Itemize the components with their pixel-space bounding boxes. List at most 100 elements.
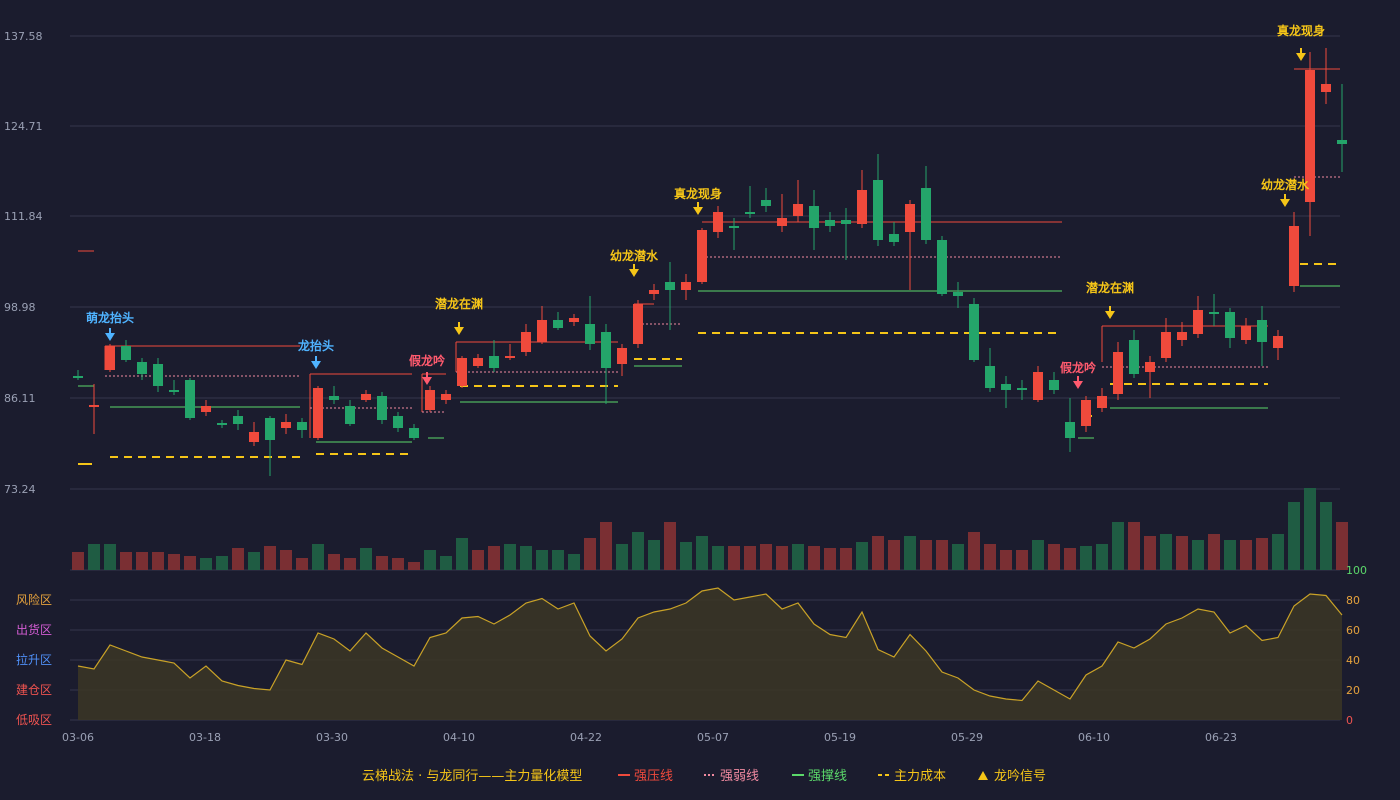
volume-bar	[280, 550, 292, 570]
volume-bar	[1208, 534, 1220, 570]
candle-body	[969, 304, 979, 360]
candle-body	[1209, 312, 1219, 314]
candle-body	[1097, 396, 1107, 408]
candle-body	[681, 282, 691, 290]
candle-body	[841, 220, 851, 224]
candle-body	[1145, 362, 1155, 372]
price-tick-label: 73.24	[4, 483, 36, 496]
volume-bar	[712, 546, 724, 570]
indicator-line	[77, 587, 1343, 702]
candle-body	[729, 226, 739, 228]
candle-body	[1241, 326, 1251, 340]
volume-bar	[1000, 550, 1012, 570]
candle-body	[265, 418, 275, 440]
signal-label: 潜龙在渊	[1086, 280, 1134, 295]
volume-bar	[488, 546, 500, 570]
indicator-area	[78, 588, 1342, 720]
x-tick-label: 06-23	[1205, 731, 1237, 744]
candle-body	[425, 390, 435, 410]
volume-bar	[1032, 540, 1044, 570]
candle-body	[1113, 352, 1123, 394]
volume-bar	[1048, 544, 1060, 570]
volume-bar	[72, 552, 84, 570]
signal-label: 假龙吟	[409, 353, 445, 368]
candle-body	[1065, 422, 1075, 438]
candle-body	[521, 332, 531, 352]
volume-bar	[1016, 550, 1028, 570]
candle-body	[185, 380, 195, 418]
candle-body	[601, 332, 611, 368]
volume-bar	[520, 546, 532, 570]
zone-label: 建仓区	[16, 683, 52, 697]
volume-bar	[408, 562, 420, 570]
candle-body	[665, 282, 675, 290]
volume-bar	[1128, 522, 1140, 570]
candle-body	[409, 428, 419, 438]
candle-body	[361, 394, 371, 400]
candle-body	[585, 324, 595, 344]
legend-label: 强撑线	[808, 769, 847, 784]
legend-label: 强弱线	[720, 769, 759, 784]
legend-label: 龙吟信号	[994, 768, 1046, 784]
candle-body	[793, 204, 803, 216]
zone-label: 风险区	[16, 592, 52, 607]
candle-body	[985, 366, 995, 388]
volume-bar	[584, 538, 596, 570]
candle-body	[201, 406, 211, 412]
signal-label: 萌龙抬头	[86, 310, 134, 325]
x-tick-label: 05-07	[697, 731, 729, 744]
volume-bar	[232, 548, 244, 570]
candle-body	[329, 396, 339, 400]
indicator-tick-label: 0	[1346, 714, 1353, 727]
volume-axis-label: 100	[1346, 564, 1367, 577]
volume-bar	[728, 546, 740, 570]
volume-bar	[568, 554, 580, 570]
volume-bar	[456, 538, 468, 570]
candle-body	[105, 346, 115, 370]
candle-body	[649, 290, 659, 294]
candle-body	[889, 234, 899, 242]
volume-bar	[792, 544, 804, 570]
indicator-tick-label: 40	[1346, 654, 1360, 667]
signal-arrow-icon	[1280, 199, 1290, 207]
volume-bar	[1192, 540, 1204, 570]
candle-body	[345, 406, 355, 424]
signal-arrow-icon	[629, 269, 639, 277]
volume-bar	[872, 536, 884, 570]
candle-body	[697, 230, 707, 282]
volume-bar	[824, 548, 836, 570]
price-tick-label: 124.71	[4, 120, 43, 133]
volume-bar	[1176, 536, 1188, 570]
volume-bar	[936, 540, 948, 570]
zone-label: 低吸区	[16, 713, 52, 727]
candle-body	[713, 212, 723, 232]
candle-body	[441, 394, 451, 400]
candle-body	[761, 200, 771, 206]
candle-body	[1193, 310, 1203, 334]
candle-body	[553, 320, 563, 328]
candle-body	[1177, 332, 1187, 340]
volume-bar	[1288, 502, 1300, 570]
candle-body	[1273, 336, 1283, 348]
price-tick-label: 86.11	[4, 392, 36, 405]
signal-arrow-icon	[105, 333, 115, 341]
volume-bar	[760, 544, 772, 570]
signal-arrow-icon	[454, 327, 464, 335]
volume-bar	[696, 536, 708, 570]
volume-bar	[952, 544, 964, 570]
signal-arrow-icon	[422, 377, 432, 385]
volume-bar	[920, 540, 932, 570]
volume-bar	[600, 522, 612, 570]
candle-body	[905, 204, 915, 232]
volume-bar	[88, 544, 100, 570]
volume-bar	[376, 556, 388, 570]
candle-body	[569, 318, 579, 322]
volume-bar	[968, 532, 980, 570]
signal-label: 潜龙在渊	[435, 296, 483, 311]
candle-body	[393, 416, 403, 428]
volume-bar	[1144, 536, 1156, 570]
x-tick-label: 06-10	[1078, 731, 1110, 744]
